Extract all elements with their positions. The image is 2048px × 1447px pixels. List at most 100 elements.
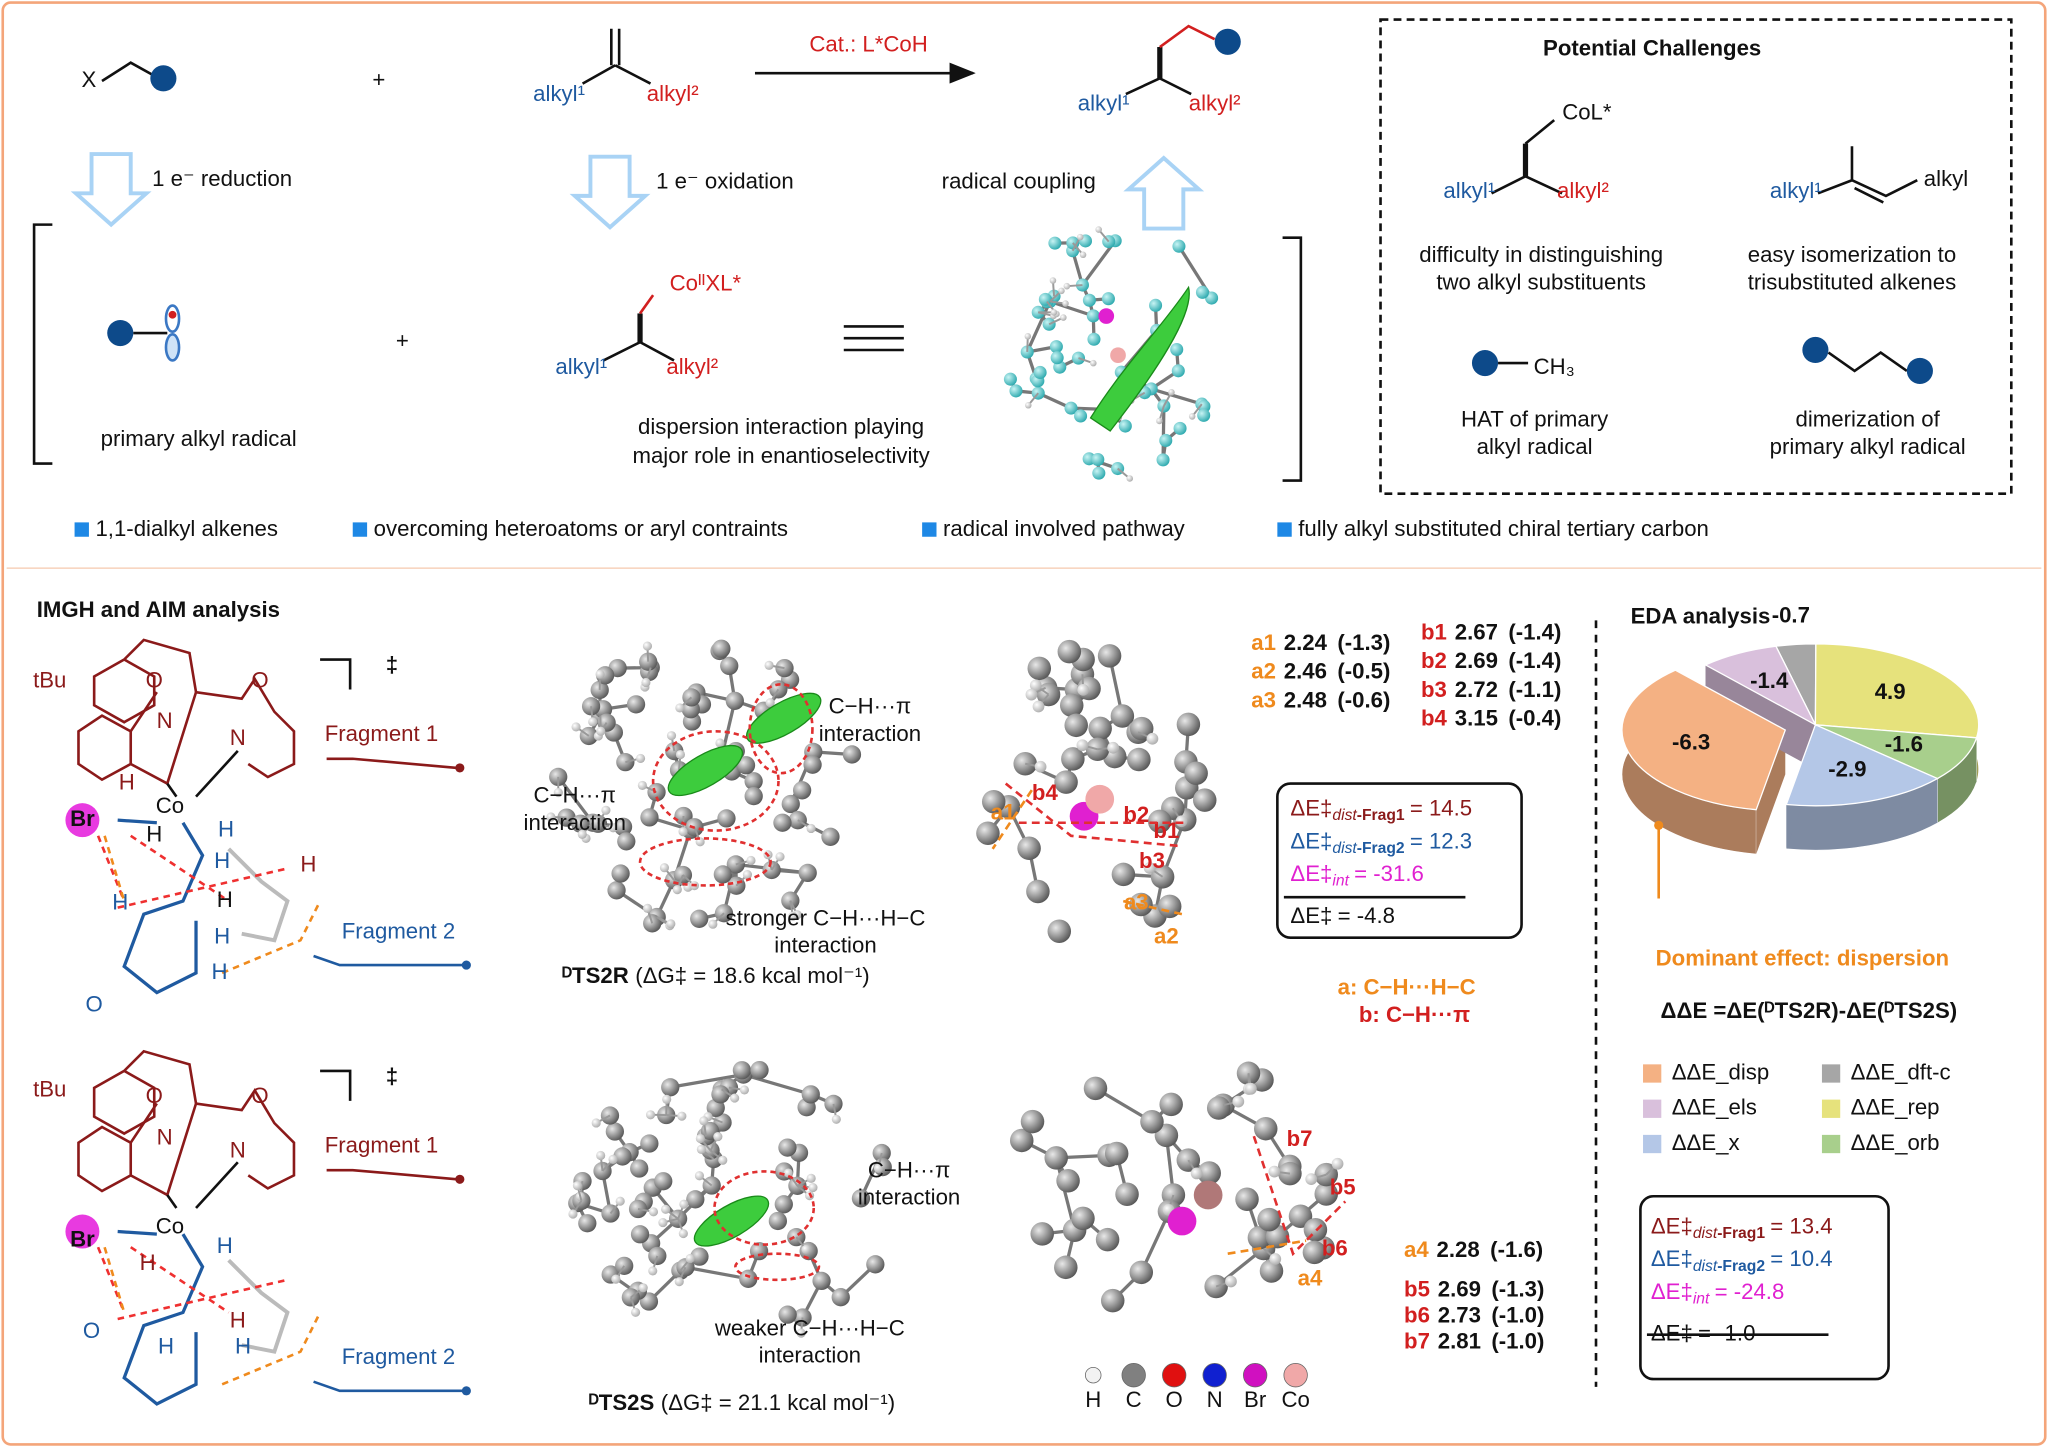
atom bbox=[1167, 1206, 1197, 1236]
energy-value: = -1.0 bbox=[1698, 1321, 1755, 1346]
contact-line bbox=[1122, 899, 1183, 916]
atom bbox=[613, 1147, 632, 1166]
bond bbox=[96, 834, 288, 909]
atom bbox=[1192, 788, 1217, 812]
atom bbox=[801, 1244, 811, 1255]
energy-subscript: dist bbox=[1693, 1225, 1718, 1242]
energy-fragment: -Frag2 bbox=[1717, 1258, 1765, 1275]
pie-label: -1.6 bbox=[1885, 732, 1923, 757]
atom bbox=[571, 722, 581, 732]
caption: two alkyl substituents bbox=[1436, 269, 1646, 294]
bromine-ball bbox=[65, 1214, 100, 1249]
bond bbox=[77, 1088, 296, 1197]
pie-label: -6.3 bbox=[1672, 729, 1710, 754]
bond bbox=[1081, 239, 1117, 287]
caption: HAT of primary bbox=[1461, 406, 1609, 431]
atom-label: H bbox=[214, 924, 230, 949]
atom bbox=[725, 691, 744, 710]
atom bbox=[1088, 716, 1112, 741]
atom bbox=[631, 1307, 641, 1317]
substituent: alkyl² bbox=[647, 81, 699, 106]
atom-label: O bbox=[86, 991, 103, 1016]
atom bbox=[679, 1199, 689, 1209]
fragment-dot bbox=[455, 1174, 465, 1184]
atom bbox=[607, 881, 626, 900]
atom bbox=[640, 1134, 659, 1153]
atom bbox=[1085, 784, 1115, 814]
bond bbox=[166, 750, 239, 798]
fragment-label: Fragment 1 bbox=[325, 1132, 438, 1157]
atom bbox=[1079, 251, 1087, 259]
atom bbox=[642, 903, 653, 913]
bond bbox=[313, 1380, 464, 1393]
atom bbox=[605, 1122, 624, 1141]
annotation: weaker C−H···H−C bbox=[714, 1315, 905, 1340]
note: dispersion interaction playing bbox=[638, 414, 924, 439]
atom bbox=[1090, 359, 1097, 367]
atom bbox=[608, 1154, 618, 1164]
atom bbox=[648, 1266, 658, 1276]
nci-surface bbox=[746, 692, 822, 744]
atom bbox=[1050, 351, 1064, 365]
atom bbox=[1050, 309, 1058, 316]
contact-id: a4 bbox=[1404, 1237, 1429, 1262]
energy-term: ΔE‡dist-Frag1 = 14.5 bbox=[1290, 796, 1472, 825]
contact-energy: (-1.4) bbox=[1508, 619, 1561, 644]
legend-swatch bbox=[1643, 1134, 1662, 1154]
atom bbox=[1305, 1173, 1318, 1185]
legend-label: ΔΔE_rep bbox=[1851, 1095, 1940, 1120]
bond bbox=[313, 954, 464, 967]
annotation: stronger C−H···H−C bbox=[726, 905, 926, 930]
ts-caption: ᴰTS2R (ΔG‡ = 18.6 kcal mol⁻¹) bbox=[562, 963, 870, 988]
contact-line bbox=[1227, 1239, 1307, 1256]
bond bbox=[96, 1246, 288, 1321]
plus: + bbox=[396, 328, 409, 353]
atom bbox=[718, 1155, 728, 1165]
highlight-ring bbox=[638, 837, 772, 887]
atom bbox=[1058, 287, 1065, 295]
atom bbox=[781, 794, 800, 814]
bond bbox=[556, 775, 595, 824]
atom bbox=[1025, 402, 1032, 409]
atom bbox=[1049, 277, 1057, 284]
atom bbox=[1253, 1116, 1278, 1141]
atom bbox=[648, 1246, 667, 1266]
atom-label: H bbox=[214, 848, 230, 873]
contact-id: b5 bbox=[1404, 1276, 1430, 1301]
atom bbox=[568, 1209, 578, 1219]
energy-term: ΔE‡dist-Frag1 = 13.4 bbox=[1651, 1213, 1833, 1242]
atom bbox=[1034, 760, 1047, 773]
atom bbox=[1197, 408, 1211, 422]
atom bbox=[720, 656, 739, 676]
atom bbox=[831, 1288, 850, 1307]
atom bbox=[1044, 1146, 1068, 1170]
atom bbox=[595, 669, 605, 679]
atom bbox=[1188, 413, 1196, 420]
molecule-3d bbox=[546, 639, 862, 933]
atom bbox=[685, 1253, 695, 1264]
atom bbox=[678, 827, 688, 837]
structure-2d bbox=[65, 1049, 471, 1406]
fragment-dot bbox=[461, 960, 471, 970]
energy-subscript: dist bbox=[1332, 807, 1357, 824]
highlight-ring bbox=[651, 730, 780, 832]
bond bbox=[1025, 300, 1052, 353]
caption: alkyl radical bbox=[1477, 434, 1593, 459]
bond-label: a1 bbox=[991, 799, 1016, 824]
atom bbox=[788, 911, 798, 921]
atom bbox=[1042, 317, 1056, 331]
contact-id: b1 bbox=[1421, 619, 1447, 644]
atom bbox=[1143, 862, 1156, 874]
caption: easy isomerization to bbox=[1748, 242, 1956, 267]
atom bbox=[635, 753, 646, 763]
bond bbox=[103, 1246, 322, 1386]
contact-energy: (-1.6) bbox=[1490, 1237, 1543, 1262]
bond-label: b4 bbox=[1032, 780, 1059, 805]
atom bbox=[1257, 1207, 1281, 1232]
atom bbox=[798, 863, 817, 883]
energy-symbol: ΔE‡ bbox=[1290, 861, 1332, 886]
annotation: interaction bbox=[819, 721, 921, 746]
atom-label: H bbox=[235, 1334, 251, 1359]
contact-line bbox=[1004, 782, 1183, 848]
atom bbox=[1197, 1161, 1221, 1185]
